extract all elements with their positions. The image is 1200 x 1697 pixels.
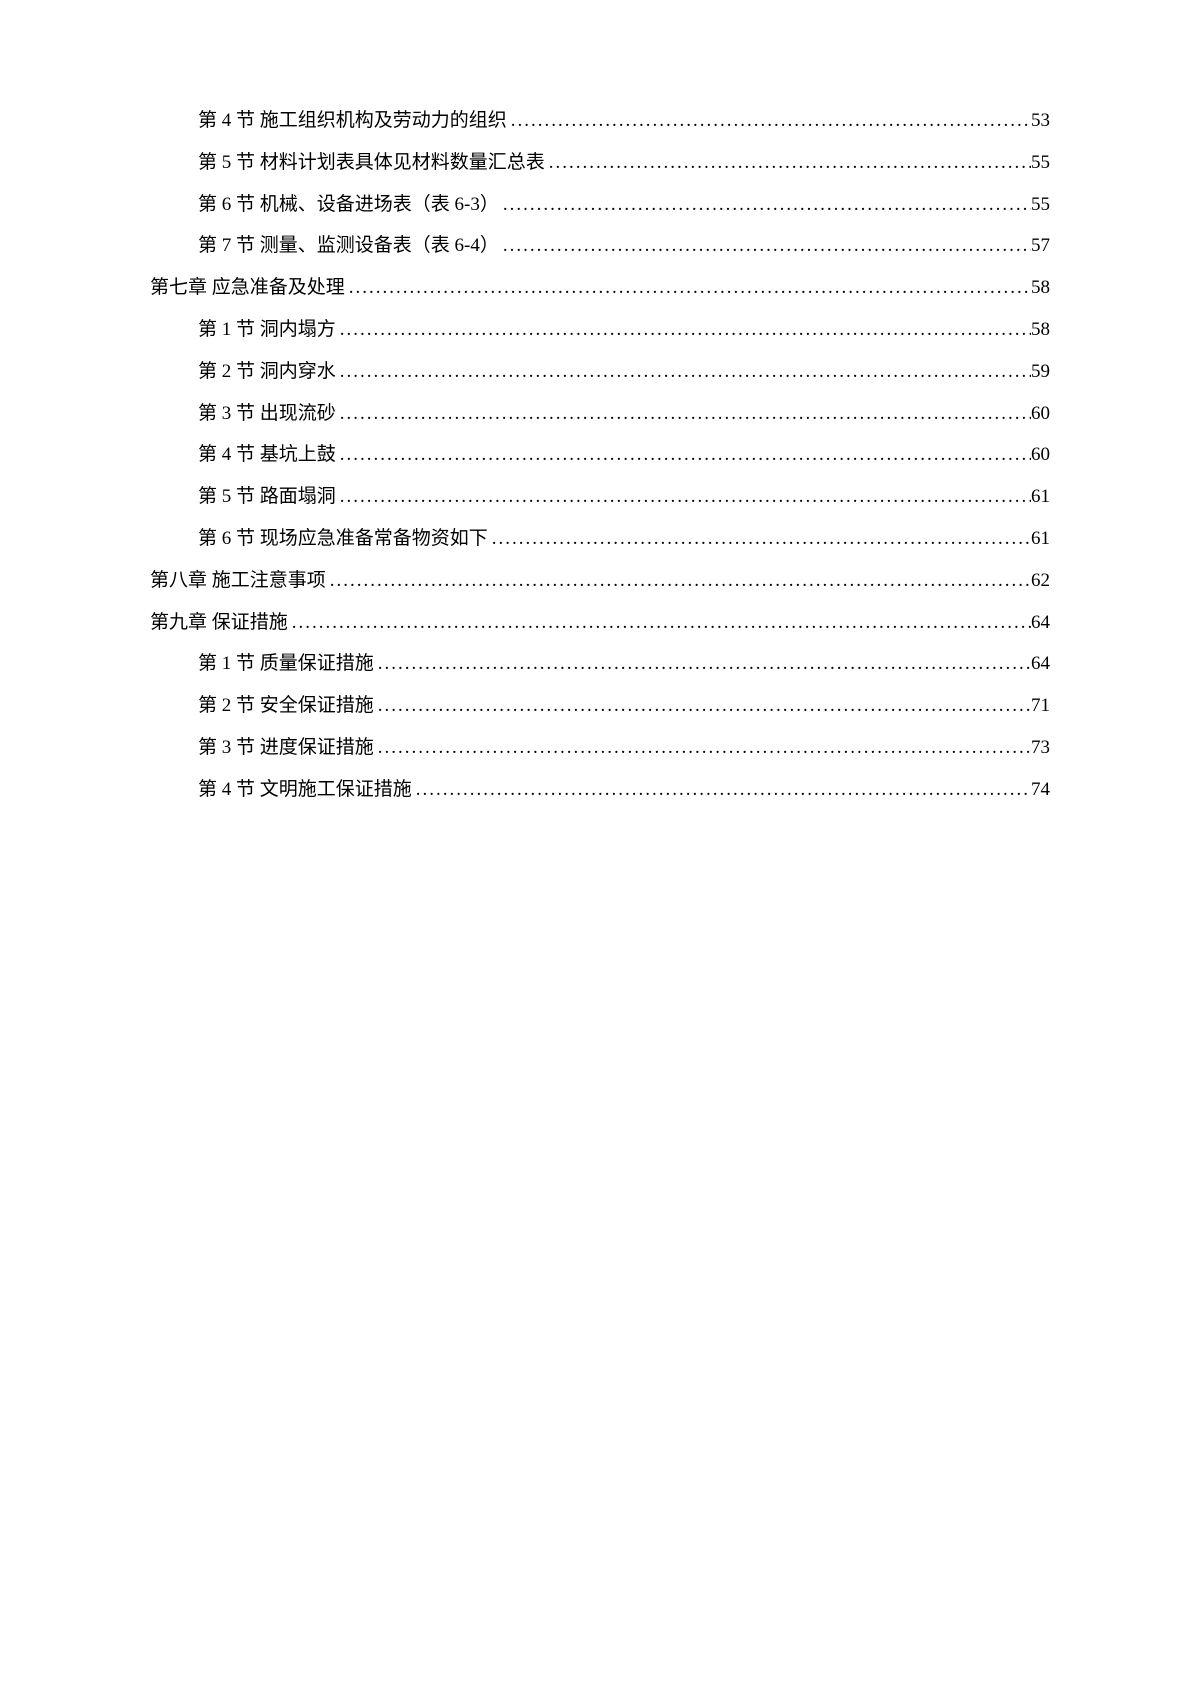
- toc-page-number: 73: [1031, 727, 1050, 769]
- toc-page-number: 60: [1031, 434, 1050, 476]
- toc-entry: 第 4 节 施工组织机构及劳动力的组织 53: [150, 100, 1050, 142]
- toc-entry: 第 6 节 机械、设备进场表（表 6-3） 55: [150, 184, 1050, 226]
- toc-page-number: 58: [1031, 309, 1050, 351]
- toc-label: 第 6 节 现场应急准备常备物资如下: [198, 518, 488, 560]
- toc-label: 第 4 节 文明施工保证措施: [198, 769, 412, 811]
- table-of-contents: 第 4 节 施工组织机构及劳动力的组织53第 5 节 材料计划表具体见材料数量汇…: [150, 100, 1050, 811]
- toc-leader-dots: [345, 267, 1031, 309]
- toc-label: 第 3 节 出现流砂: [198, 393, 336, 435]
- toc-page-number: 64: [1031, 643, 1050, 685]
- toc-leader-dots: [336, 393, 1031, 435]
- toc-page-number: 71: [1031, 685, 1050, 727]
- toc-label: 第 4 节 施工组织机构及劳动力的组织: [198, 100, 507, 142]
- toc-entry: 第七章 应急准备及处理 58: [150, 267, 1050, 309]
- toc-page-number: 59: [1031, 351, 1050, 393]
- toc-label: 第 7 节 测量、监测设备表（表 6-4）: [198, 225, 499, 267]
- toc-page-number: 64: [1031, 602, 1050, 644]
- toc-entry: 第 3 节 出现流砂 60: [150, 393, 1050, 435]
- toc-entry: 第 2 节 洞内穿水 59: [150, 351, 1050, 393]
- toc-label: 第 4 节 基坑上鼓: [198, 434, 336, 476]
- toc-entry: 第 1 节 质量保证措施 64: [150, 643, 1050, 685]
- toc-leader-dots: [545, 142, 1031, 184]
- toc-leader-dots: [374, 727, 1031, 769]
- toc-entry: 第 1 节 洞内塌方 58: [150, 309, 1050, 351]
- toc-page-number: 61: [1031, 518, 1050, 560]
- toc-label: 第 2 节 洞内穿水: [198, 351, 336, 393]
- toc-leader-dots: [374, 685, 1031, 727]
- toc-page-number: 61: [1031, 476, 1050, 518]
- toc-entry: 第 2 节 安全保证措施 71: [150, 685, 1050, 727]
- toc-label: 第 2 节 安全保证措施: [198, 685, 374, 727]
- toc-leader-dots: [412, 769, 1031, 811]
- toc-leader-dots: [499, 225, 1031, 267]
- toc-label: 第八章 施工注意事项: [150, 560, 326, 602]
- toc-leader-dots: [336, 476, 1031, 518]
- toc-label: 第 5 节 材料计划表具体见材料数量汇总表: [198, 142, 545, 184]
- toc-page-number: 58: [1031, 267, 1050, 309]
- toc-label: 第 5 节 路面塌洞: [198, 476, 336, 518]
- toc-entry: 第 5 节 材料计划表具体见材料数量汇总表 55: [150, 142, 1050, 184]
- toc-page-number: 62: [1031, 560, 1050, 602]
- toc-entry: 第 6 节 现场应急准备常备物资如下 61: [150, 518, 1050, 560]
- toc-leader-dots: [336, 351, 1031, 393]
- toc-entry: 第 4 节 文明施工保证措施 74: [150, 769, 1050, 811]
- toc-leader-dots: [488, 518, 1031, 560]
- toc-entry: 第 7 节 测量、监测设备表（表 6-4） 57: [150, 225, 1050, 267]
- toc-page-number: 53: [1031, 100, 1050, 142]
- toc-page-number: 74: [1031, 769, 1050, 811]
- toc-page-number: 55: [1031, 184, 1050, 226]
- toc-leader-dots: [336, 434, 1031, 476]
- toc-page-number: 55: [1031, 142, 1050, 184]
- toc-entry: 第 5 节 路面塌洞 61: [150, 476, 1050, 518]
- toc-entry: 第八章 施工注意事项 62: [150, 560, 1050, 602]
- toc-label: 第 6 节 机械、设备进场表（表 6-3）: [198, 184, 499, 226]
- toc-entry: 第九章 保证措施 64: [150, 602, 1050, 644]
- toc-leader-dots: [336, 309, 1031, 351]
- toc-leader-dots: [499, 184, 1031, 226]
- toc-label: 第九章 保证措施: [150, 602, 288, 644]
- toc-label: 第 1 节 质量保证措施: [198, 643, 374, 685]
- toc-leader-dots: [326, 560, 1031, 602]
- toc-page-number: 57: [1031, 225, 1050, 267]
- toc-entry: 第 4 节 基坑上鼓 60: [150, 434, 1050, 476]
- toc-label: 第七章 应急准备及处理: [150, 267, 345, 309]
- toc-leader-dots: [507, 100, 1031, 142]
- toc-label: 第 1 节 洞内塌方: [198, 309, 336, 351]
- toc-leader-dots: [374, 643, 1031, 685]
- toc-label: 第 3 节 进度保证措施: [198, 727, 374, 769]
- toc-entry: 第 3 节 进度保证措施 73: [150, 727, 1050, 769]
- toc-page-number: 60: [1031, 393, 1050, 435]
- toc-leader-dots: [288, 602, 1031, 644]
